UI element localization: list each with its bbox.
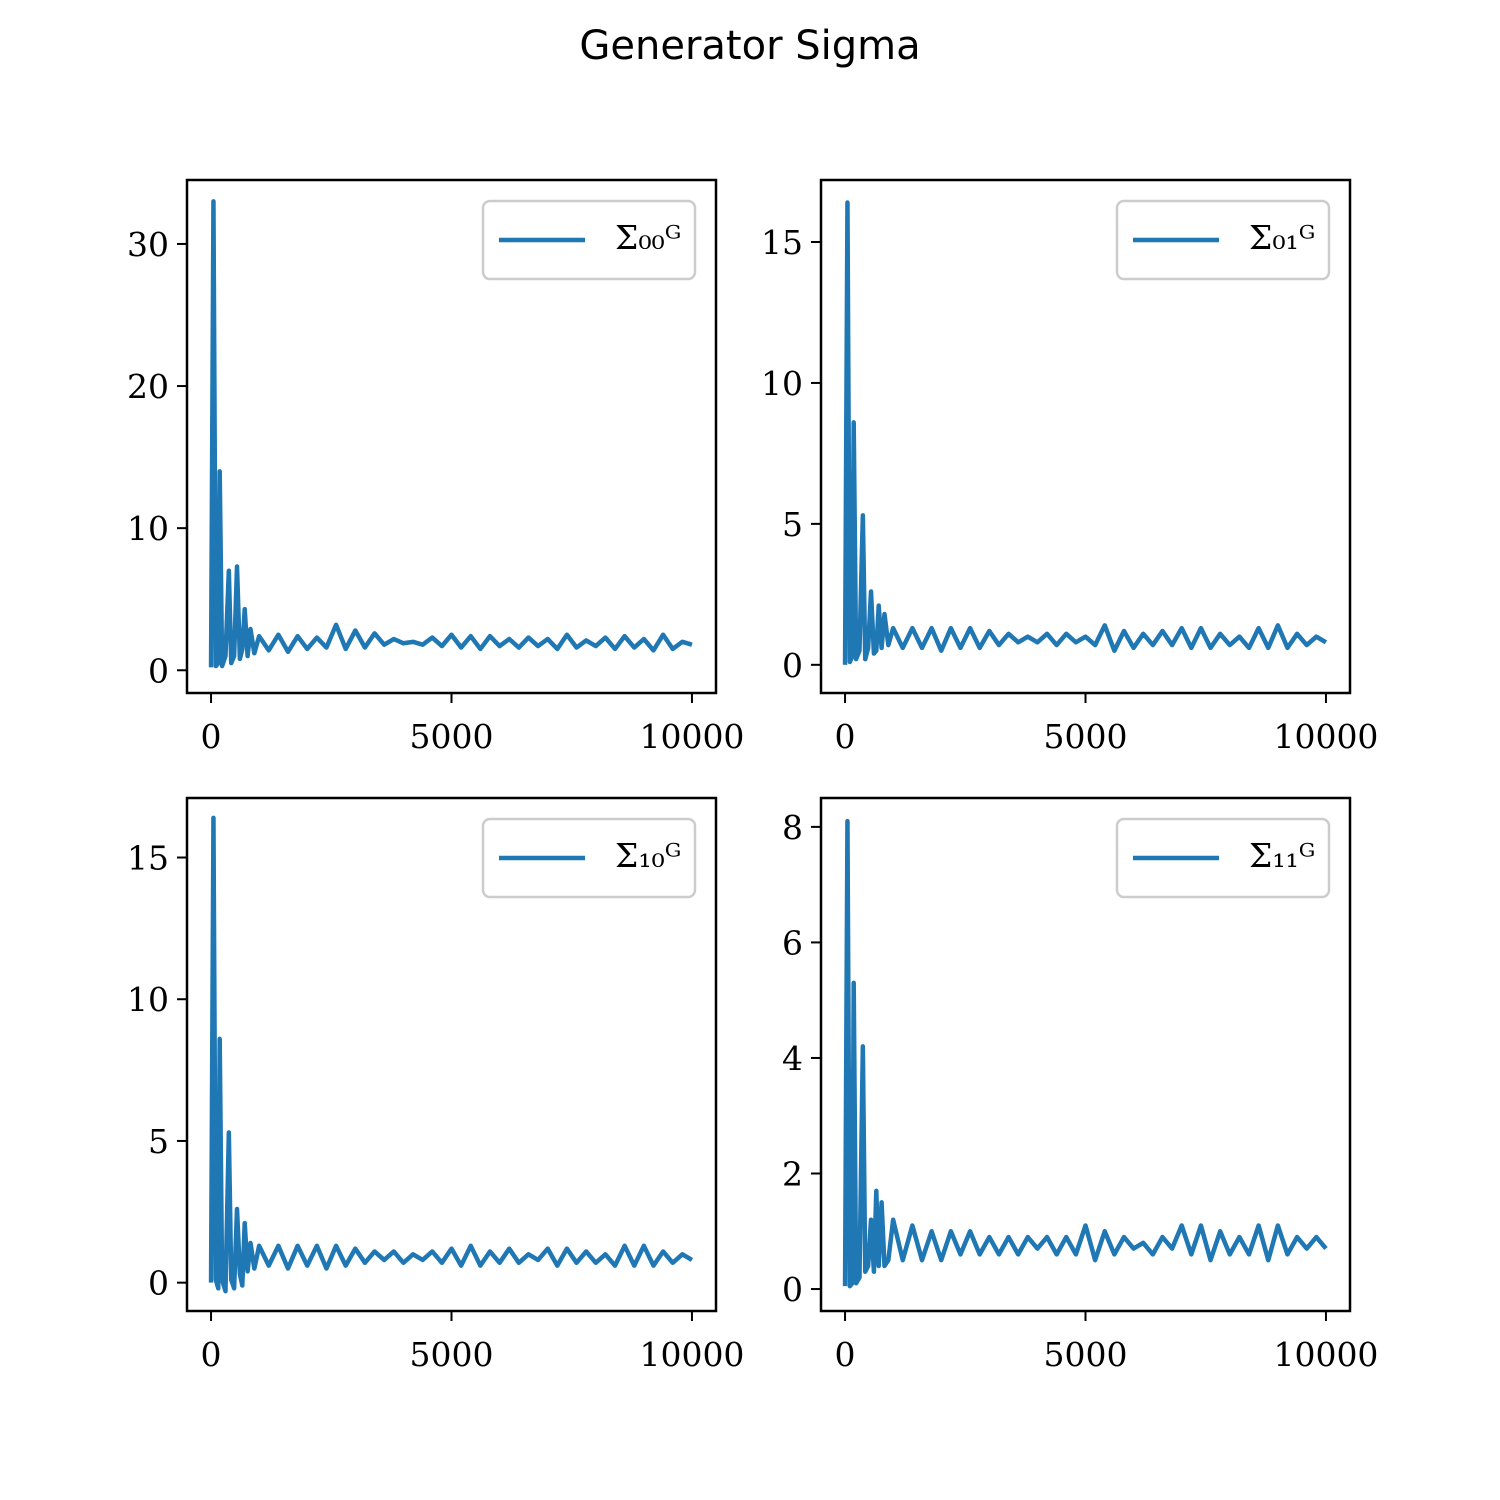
x-tick-label: 10000 (1273, 1335, 1378, 1374)
data-line (842, 818, 1328, 1289)
legend: Σ₁₀ᴳ (481, 817, 697, 899)
y-tick-label: 10 (127, 509, 169, 548)
data-line (208, 199, 693, 669)
y-tick-label: 4 (782, 1039, 803, 1078)
legend-label: Σ₁₁ᴳ (1249, 836, 1315, 875)
axes-frame (819, 796, 1352, 1313)
legend: Σ₀₁ᴳ (1115, 199, 1331, 281)
y-tick-label: 6 (782, 923, 803, 962)
legend: Σ₁₁ᴳ (1115, 817, 1331, 899)
x-tick-label: 5000 (410, 717, 494, 756)
x-tick-label: 0 (201, 717, 222, 756)
y-tick-label: 20 (127, 367, 169, 406)
x-tick-label: 5000 (1044, 717, 1128, 756)
axes-frame (185, 796, 718, 1313)
data-line (208, 815, 694, 1294)
y-tick-label: 10 (761, 364, 803, 403)
y-tick-label: 30 (127, 225, 169, 264)
x-tick-label: 0 (201, 1335, 222, 1374)
y-tick-label: 0 (782, 1270, 803, 1309)
subplot: 0 5000 10000 0 5 10 15 Σ₁₀ᴳ (127, 796, 744, 1374)
x-tick-label: 10000 (639, 717, 744, 756)
legend: Σ₀₀ᴳ (481, 199, 697, 281)
axes-frame (185, 178, 718, 695)
y-tick-label: 0 (782, 646, 803, 685)
y-tick-label: 8 (782, 808, 803, 847)
legend-frame (1115, 199, 1331, 281)
data-line (842, 200, 1328, 665)
x-tick-label: 0 (835, 717, 856, 756)
legend-label: Σ₁₀ᴳ (615, 836, 681, 875)
x-tick-label: 5000 (1044, 1335, 1128, 1374)
legend-label: Σ₀₁ᴳ (1249, 218, 1315, 257)
legend-frame (481, 817, 697, 899)
y-tick-label: 5 (782, 505, 803, 544)
y-tick-label: 0 (148, 651, 169, 690)
figure-title: Generator Sigma (579, 23, 920, 69)
y-tick-label: 15 (761, 223, 803, 262)
subplot: 0 5000 10000 0 10 20 30 Σ₀₀ᴳ (127, 178, 744, 756)
legend-frame (481, 199, 697, 281)
subplot: 0 5000 10000 0 5 10 15 Σ₀₁ᴳ (761, 178, 1378, 756)
legend-frame (1115, 817, 1331, 899)
x-tick-label: 10000 (639, 1335, 744, 1374)
y-tick-label: 10 (127, 980, 169, 1019)
y-tick-label: 5 (148, 1122, 169, 1161)
legend-label: Σ₀₀ᴳ (615, 218, 681, 257)
subplot: 0 5000 10000 0 2 4 6 8 Σ₁₁ᴳ (782, 796, 1378, 1374)
axes-frame (819, 178, 1352, 695)
y-tick-label: 0 (148, 1264, 169, 1303)
x-tick-label: 0 (835, 1335, 856, 1374)
y-tick-label: 15 (127, 839, 169, 878)
x-tick-label: 10000 (1273, 717, 1378, 756)
y-tick-label: 2 (782, 1155, 803, 1194)
x-tick-label: 5000 (410, 1335, 494, 1374)
